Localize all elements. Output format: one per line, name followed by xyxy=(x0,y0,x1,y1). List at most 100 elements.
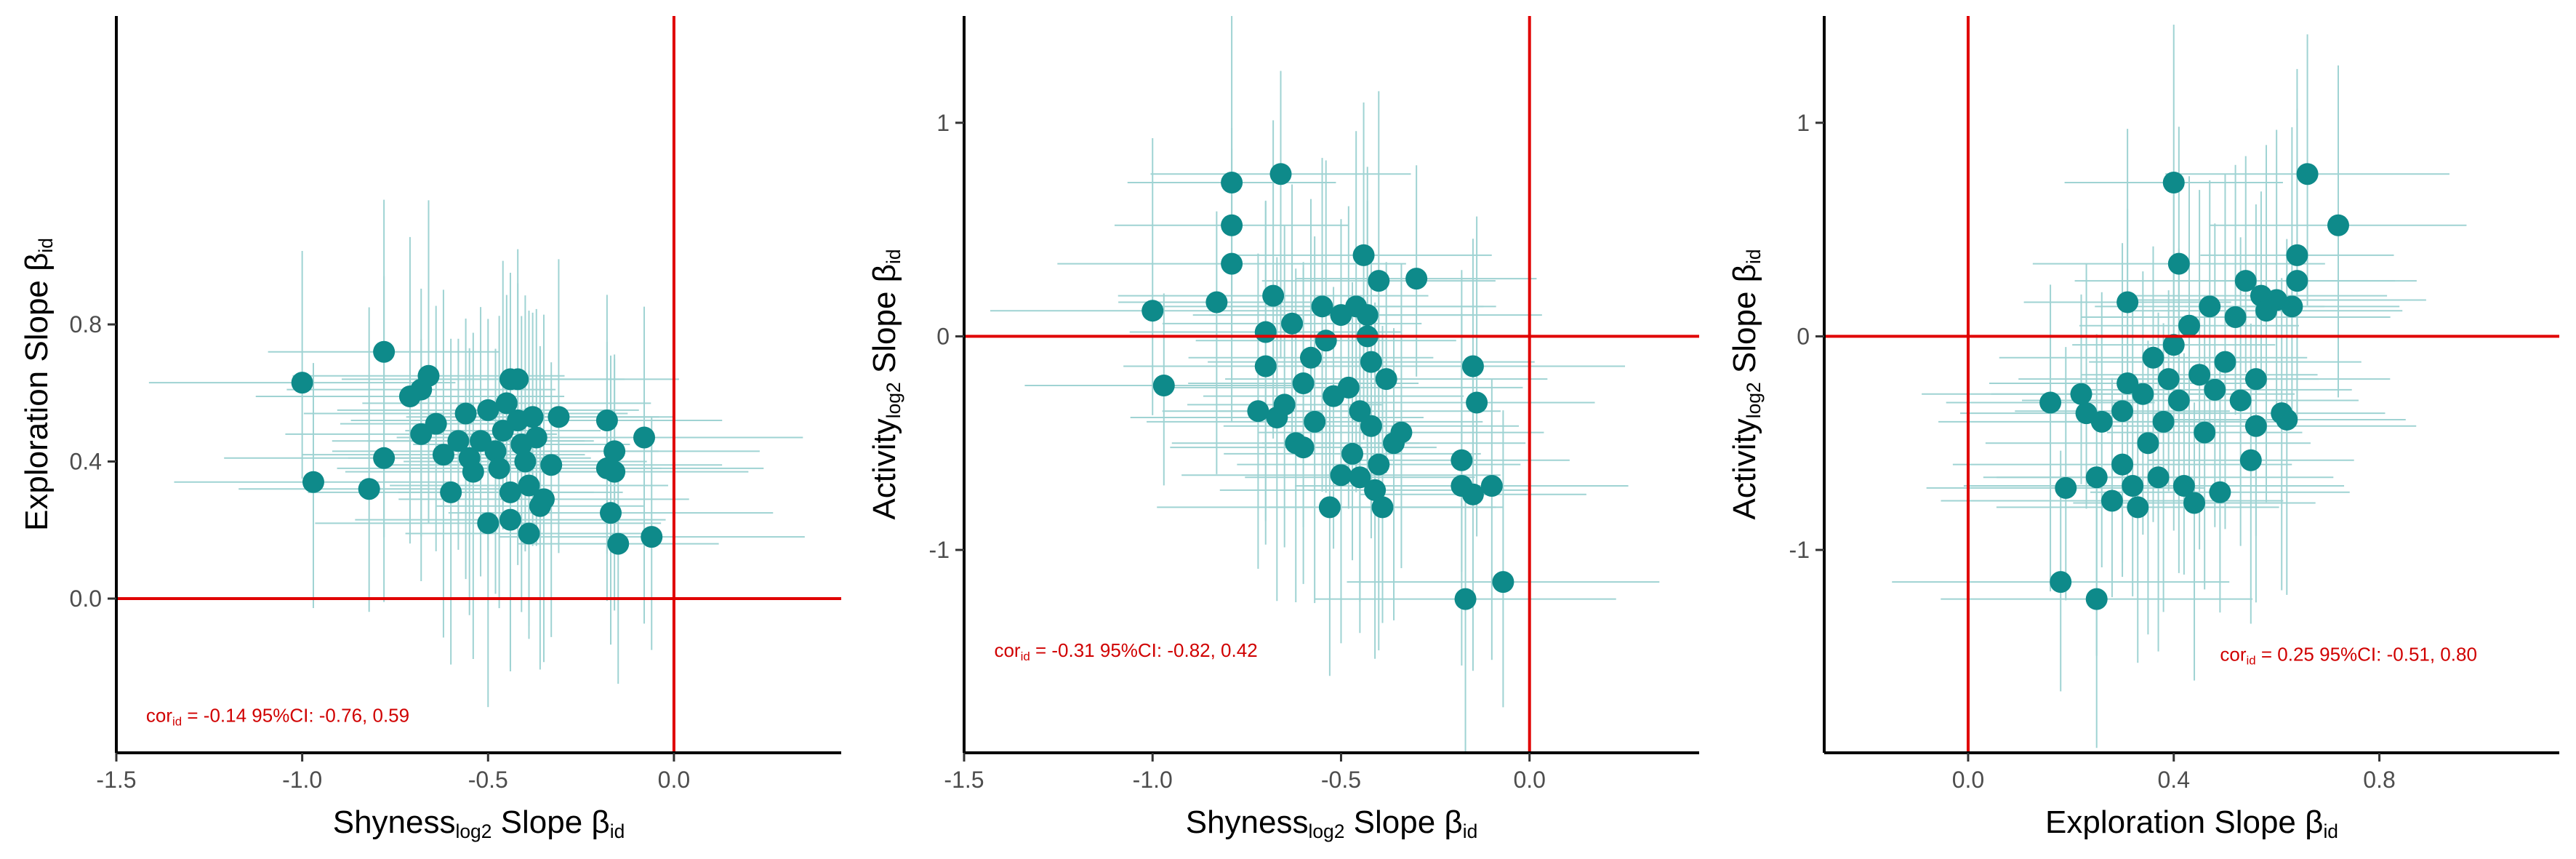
data-point xyxy=(2183,492,2206,514)
data-point xyxy=(495,392,518,415)
y-tick-label: 1 xyxy=(1797,110,1810,136)
data-point xyxy=(484,440,507,463)
points xyxy=(1141,163,1514,610)
data-point xyxy=(488,457,510,479)
data-point xyxy=(1269,163,1292,185)
data-point xyxy=(1318,496,1341,519)
y-tick-label: -1 xyxy=(1789,537,1810,563)
data-point xyxy=(1360,415,1382,437)
data-point xyxy=(532,488,555,511)
data-point xyxy=(1337,376,1360,399)
data-point xyxy=(595,409,618,431)
data-point xyxy=(2204,378,2226,401)
data-point xyxy=(1330,464,1352,487)
data-point xyxy=(1461,355,1484,377)
data-point xyxy=(1480,474,1503,497)
data-point xyxy=(1405,268,1428,290)
data-point xyxy=(1221,214,1243,236)
data-point xyxy=(1315,329,1337,352)
data-point xyxy=(547,406,570,428)
data-point xyxy=(1368,453,1390,476)
data-point xyxy=(540,454,563,476)
data-point xyxy=(1368,270,1390,292)
y-axis-title: Activitylog2 Slope βid xyxy=(1727,249,1765,519)
data-point xyxy=(514,450,537,473)
data-point xyxy=(1262,284,1285,307)
y-tick-label: 1 xyxy=(936,110,950,136)
y-tick-label: 0.8 xyxy=(70,311,102,337)
data-point xyxy=(1492,571,1514,594)
data-point xyxy=(518,522,540,545)
data-point xyxy=(440,481,462,503)
data-point xyxy=(525,426,547,449)
points xyxy=(2039,163,2349,610)
data-point xyxy=(603,440,626,463)
data-point xyxy=(1254,355,1277,377)
panel-exploration-vs-shyness: -1.5 -1.0 -0.5 0.0 0.0 0.4 0.8 Shynesslog2 Slop… xyxy=(19,16,841,842)
data-point xyxy=(1292,436,1315,459)
data-point xyxy=(1390,421,1413,444)
data-point xyxy=(291,372,313,394)
data-point xyxy=(1349,466,1371,489)
y-tick-label: 0 xyxy=(936,323,950,349)
data-point xyxy=(1466,391,1488,414)
data-point xyxy=(477,512,499,535)
data-point xyxy=(1371,496,1394,519)
data-point xyxy=(1450,449,1473,471)
data-point xyxy=(1360,351,1382,373)
x-tick-label: 0.0 xyxy=(1513,767,1545,793)
data-point xyxy=(462,460,484,483)
data-point xyxy=(1461,483,1484,506)
y-axis-title: Activitylog2 Slope βid xyxy=(867,249,904,519)
data-point xyxy=(2157,368,2180,391)
data-point xyxy=(1454,588,1477,610)
data-point xyxy=(2327,214,2349,236)
data-point xyxy=(358,478,380,500)
y-tick-label: 0.0 xyxy=(70,586,102,612)
x-tick-label: 0.8 xyxy=(2363,767,2395,793)
y-axis-title: Exploration Slope βid xyxy=(19,238,57,531)
data-point xyxy=(2147,466,2170,489)
data-point xyxy=(2085,466,2108,489)
data-point xyxy=(1375,368,1397,391)
data-point xyxy=(499,508,521,531)
data-point xyxy=(2209,481,2231,503)
data-point xyxy=(2127,496,2149,519)
data-point xyxy=(2116,372,2139,395)
data-point xyxy=(302,471,324,493)
data-point xyxy=(1299,346,1322,369)
data-point xyxy=(2244,368,2267,391)
data-point xyxy=(1247,400,1269,423)
x-axis-title: Exploration Slope βid xyxy=(2045,804,2338,842)
data-point xyxy=(2055,476,2077,499)
correlation-annotation: corid = -0.31 95%CI: -0.82, 0.42 xyxy=(994,639,1257,663)
correlation-annotation: corid = 0.25 95%CI: -0.51, 0.80 xyxy=(2220,644,2477,668)
data-point xyxy=(2167,252,2190,275)
error-bars xyxy=(1892,24,2467,748)
data-point xyxy=(1254,321,1277,343)
data-point xyxy=(2152,410,2175,433)
data-point xyxy=(641,526,663,548)
x-tick-label: -0.5 xyxy=(468,767,508,793)
data-point xyxy=(2296,163,2319,185)
data-point xyxy=(507,368,529,391)
data-point xyxy=(2111,400,2134,423)
data-point xyxy=(2224,306,2247,329)
data-point xyxy=(1205,291,1228,313)
data-point xyxy=(2142,346,2164,369)
panel-activity-vs-exploration: 0.0 0.4 0.8 -1 0 1 Exploration Slope βid Activi… xyxy=(1727,16,2559,842)
data-point xyxy=(2286,270,2308,292)
points xyxy=(291,340,663,555)
data-point xyxy=(2132,383,2154,405)
x-tick-label: -0.5 xyxy=(1321,767,1361,793)
data-point xyxy=(1141,300,1164,322)
data-point xyxy=(1341,442,1364,465)
data-point xyxy=(1292,372,1315,395)
data-point xyxy=(1349,400,1371,423)
data-point xyxy=(454,402,477,425)
data-point xyxy=(2137,432,2159,455)
data-point xyxy=(2244,415,2267,437)
data-point xyxy=(499,481,521,503)
data-point xyxy=(373,340,396,363)
